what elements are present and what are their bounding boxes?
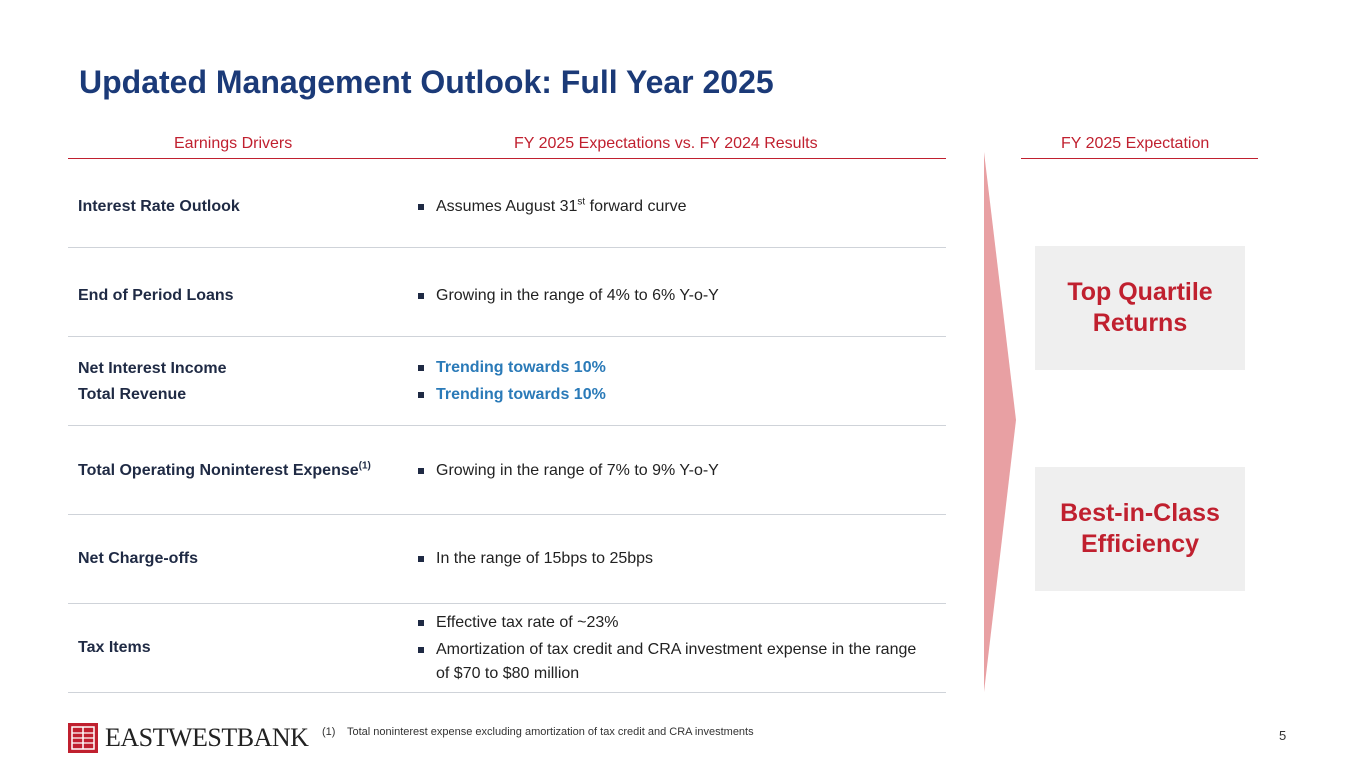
row-label: Total Operating Noninterest Expense(1) (78, 458, 371, 484)
bullet-square-icon (418, 620, 424, 626)
bullet-square-icon (418, 365, 424, 371)
bullet-text: Growing in the range of 7% to 9% Y-o-Y (436, 462, 719, 479)
logo-wordmark: EASTWESTBANK (105, 723, 309, 752)
bullet-item: Trending towards 10% (416, 383, 926, 407)
row-bullets: Assumes August 31st forward curve (416, 195, 926, 222)
bullet-square-icon (418, 556, 424, 562)
bullet-item: Trending towards 10% (416, 356, 926, 380)
footnote-number: (1) (322, 726, 336, 738)
outcome-line: Returns (1092, 309, 1188, 337)
outcome-line: Best-in-Class (1060, 499, 1220, 527)
ordinal-superscript: st (577, 196, 586, 208)
bullet-square-icon (418, 204, 424, 210)
chevron-arrow-shape (984, 152, 1016, 692)
header-rule-left (68, 158, 946, 159)
bullet-item: Amortization of tax credit and CRA inves… (416, 638, 926, 686)
bullet-square-icon (418, 293, 424, 299)
row-label: Net Interest Income Total Revenue (78, 356, 226, 408)
bullet-item: Assumes August 31st forward curve (416, 195, 926, 219)
chevron-arrow-icon (984, 152, 1016, 692)
outcome-box-best-in-class-efficiency: Best-in-Class Efficiency (1035, 467, 1245, 591)
bullet-text: Trending towards 10% (436, 359, 606, 376)
outlook-row-loans: End of Period Loans Growing in the range… (68, 248, 946, 337)
bullet-item: Growing in the range of 4% to 6% Y-o-Y (416, 284, 926, 308)
row-label: Net Charge-offs (78, 550, 199, 567)
bullet-text: Amortization of tax credit and CRA inves… (436, 641, 917, 682)
bullet-item: Effective tax rate of ~23% (416, 611, 926, 635)
bullet-text-suffix: forward curve (585, 198, 687, 215)
row-label-line: Total Revenue (78, 386, 187, 403)
outcome-box-top-quartile-returns: Top Quartile Returns (1035, 246, 1245, 370)
header-fy2025-expectation: FY 2025 Expectation (1061, 135, 1210, 152)
footnote: (1) Total noninterest expense excluding a… (322, 726, 754, 738)
bullet-item: Growing in the range of 7% to 9% Y-o-Y (416, 459, 926, 483)
row-label: End of Period Loans (78, 287, 234, 304)
bullet-square-icon (418, 647, 424, 653)
bullet-item: In the range of 15bps to 25bps (416, 547, 926, 571)
page-title: Updated Management Outlook: Full Year 20… (79, 64, 774, 100)
bullet-text: In the range of 15bps to 25bps (436, 550, 654, 567)
outlook-row-charge-offs: Net Charge-offs In the range of 15bps to… (68, 515, 946, 604)
row-label-text: Total Operating Noninterest Expense (78, 462, 359, 479)
bullet-square-icon (418, 468, 424, 474)
bullet-text: Effective tax rate of ~23% (436, 614, 619, 631)
east-west-bank-logo: EASTWESTBANK (68, 723, 309, 753)
row-bullets: In the range of 15bps to 25bps (416, 547, 926, 574)
row-label-line: Net Interest Income (78, 360, 227, 377)
bullet-text: Growing in the range of 4% to 6% Y-o-Y (436, 287, 719, 304)
footnote-marker: (1) (358, 460, 371, 472)
outlook-row-noninterest-expense: Total Operating Noninterest Expense(1) G… (68, 426, 946, 515)
east-west-bank-logo-icon (68, 723, 98, 753)
outlook-row-tax-items: Tax Items Effective tax rate of ~23% Amo… (68, 604, 946, 693)
bullet-text: Assumes August 31 (436, 198, 578, 215)
header-earnings-drivers: Earnings Drivers (174, 135, 293, 152)
row-bullets: Effective tax rate of ~23% Amortization … (416, 611, 926, 689)
footnote-text: Total noninterest expense excluding amor… (347, 726, 754, 738)
header-fy2025-vs-fy2024: FY 2025 Expectations vs. FY 2024 Results (514, 135, 818, 152)
outlook-row-nii-revenue: Net Interest Income Total Revenue Trendi… (68, 337, 946, 426)
bullet-text: Trending towards 10% (436, 386, 606, 403)
bullet-square-icon (418, 392, 424, 398)
outlook-row-interest-rate: Interest Rate Outlook Assumes August 31s… (68, 159, 946, 248)
header-rule-right (1021, 158, 1258, 159)
row-label: Interest Rate Outlook (78, 198, 240, 215)
row-label: Tax Items (78, 639, 151, 656)
row-bullets: Growing in the range of 4% to 6% Y-o-Y (416, 284, 926, 311)
outcome-line: Efficiency (1080, 530, 1200, 558)
row-bullets: Trending towards 10% Trending towards 10… (416, 356, 926, 410)
page-number: 5 (1279, 728, 1287, 743)
outcome-line: Top Quartile (1067, 278, 1213, 306)
row-bullets: Growing in the range of 7% to 9% Y-o-Y (416, 459, 926, 486)
